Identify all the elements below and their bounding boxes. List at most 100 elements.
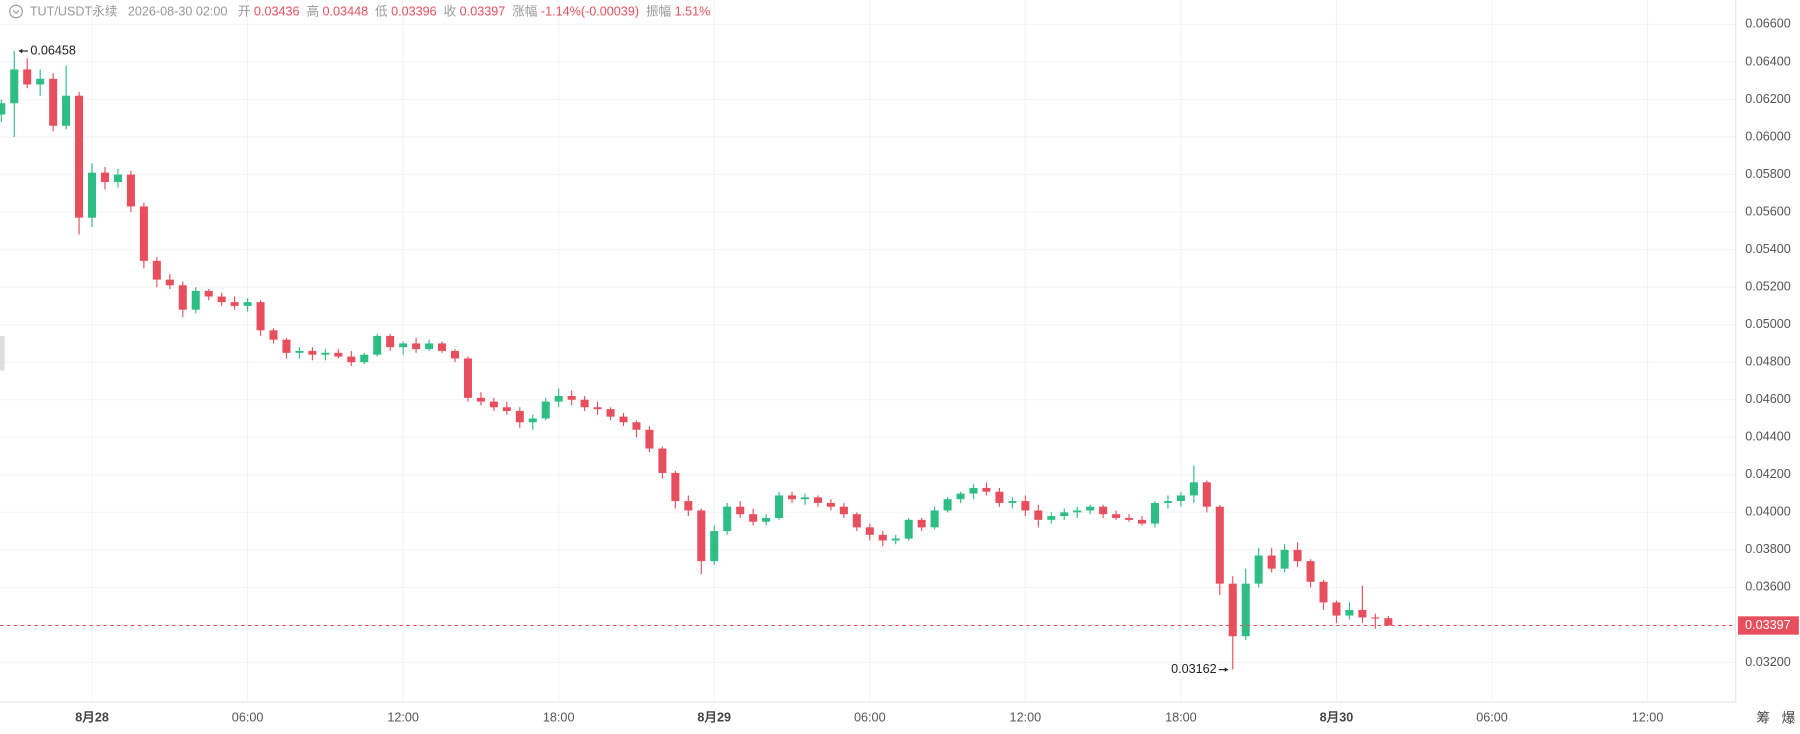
x-tick-label: 06:00: [1476, 710, 1508, 724]
candle-body: [23, 69, 32, 85]
candle-body: [826, 502, 835, 507]
collapse-arrow: [12, 9, 20, 15]
candle-body: [775, 495, 784, 518]
candle-body: [256, 302, 265, 331]
field-label: 低: [375, 5, 388, 19]
x-tick-label: 06:00: [854, 710, 886, 724]
candle-body: [1228, 583, 1237, 637]
candle-body: [1034, 510, 1043, 520]
candle-body: [1267, 555, 1276, 569]
y-tick-label: 0.06400: [1745, 54, 1791, 68]
candle-body: [541, 401, 550, 419]
y-tick-label: 0.06600: [1745, 17, 1791, 31]
y-tick-label: 0.06000: [1745, 129, 1791, 143]
candle-body: [1138, 519, 1147, 524]
time: 2026-08-30 02:00: [128, 5, 228, 19]
candle-body: [425, 343, 434, 350]
candle-body: [1215, 506, 1224, 584]
candle-body: [178, 285, 187, 310]
x-tick-label: 18:00: [543, 710, 575, 724]
candle-body: [1125, 517, 1134, 520]
candle-body: [139, 206, 148, 261]
candle-body: [126, 174, 135, 207]
y-tick-label: 0.04200: [1745, 467, 1791, 481]
candle-body: [476, 397, 485, 402]
candle-body: [658, 448, 667, 473]
field-value: 0.03396: [391, 5, 437, 19]
candle-body: [865, 527, 874, 535]
field-value: 1.51%: [675, 5, 711, 19]
candle-body: [852, 514, 861, 528]
y-tick-label: 0.05000: [1745, 317, 1791, 331]
candle-body: [75, 95, 84, 218]
candle-body: [684, 501, 693, 511]
x-tick-label: 12:00: [387, 710, 419, 724]
field-value: 0.03436: [254, 5, 300, 19]
candle-body: [632, 422, 641, 430]
candle-body: [399, 343, 408, 348]
candle-body: [62, 95, 71, 126]
candle-body: [243, 302, 252, 306]
y-tick-label: 0.06200: [1745, 92, 1791, 106]
candle-body: [100, 172, 110, 183]
candle-body: [593, 407, 602, 410]
candle-body: [1086, 506, 1095, 511]
candle-body: [930, 510, 939, 528]
candle-body: [554, 395, 563, 402]
candle-body: [749, 514, 758, 522]
candle-body: [891, 538, 900, 541]
low-label: 0.03162: [1171, 662, 1217, 676]
candle-body: [969, 487, 978, 494]
candle-body: [412, 343, 421, 350]
candle-body: [1293, 549, 1302, 562]
candle-body: [295, 350, 304, 353]
candle-body: [1384, 618, 1393, 626]
candle-body: [373, 335, 382, 355]
high-label: 0.06458: [30, 43, 76, 57]
high-arrow-head: [18, 48, 23, 54]
candle-body: [995, 491, 1004, 503]
side-handle[interactable]: [0, 336, 5, 371]
side-button[interactable]: 筹: [1756, 710, 1770, 726]
candle-body: [347, 356, 356, 363]
candle-body: [1371, 617, 1380, 619]
candle-body: [736, 506, 745, 515]
candle-body: [580, 399, 589, 408]
candle-body: [788, 495, 797, 500]
candle-body: [1073, 510, 1082, 513]
candle-body: [360, 354, 369, 363]
candle-body: [450, 350, 460, 359]
candle-body: [1176, 495, 1185, 502]
candle-body: [88, 172, 97, 218]
candle-body: [1021, 501, 1030, 511]
candle-body: [723, 506, 732, 532]
candle-body: [1280, 549, 1289, 569]
candle-body: [800, 497, 810, 500]
field-value: 0.03397: [460, 5, 506, 19]
candle-body: [165, 279, 174, 286]
x-tick-label: 06:00: [232, 710, 264, 724]
candle-body: [1254, 555, 1263, 584]
y-tick-label: 0.04000: [1745, 505, 1791, 519]
candle-body: [1202, 482, 1211, 507]
field-label: 涨幅: [512, 5, 537, 19]
candle-body: [1008, 501, 1017, 503]
x-tick-label: 12:00: [1632, 710, 1664, 724]
candle-body: [217, 296, 226, 303]
candle-body: [762, 517, 771, 522]
candle-body: [1163, 501, 1172, 503]
candle-body: [878, 534, 887, 541]
candle-body: [463, 358, 472, 398]
candle-body: [697, 510, 706, 562]
candle-body: [671, 472, 680, 502]
y-tick-label: 0.05200: [1745, 279, 1791, 293]
field-label: 开: [238, 5, 251, 19]
candle-body: [308, 350, 317, 355]
candle-body: [839, 506, 848, 515]
collapse-icon[interactable]: [9, 4, 23, 19]
side-button[interactable]: 爆: [1782, 711, 1796, 726]
candle-body: [1150, 502, 1160, 524]
y-tick-label: 0.05800: [1745, 167, 1791, 181]
last-price-label: 0.03397: [1745, 618, 1791, 632]
x-tick-label: 8月29: [697, 710, 731, 724]
